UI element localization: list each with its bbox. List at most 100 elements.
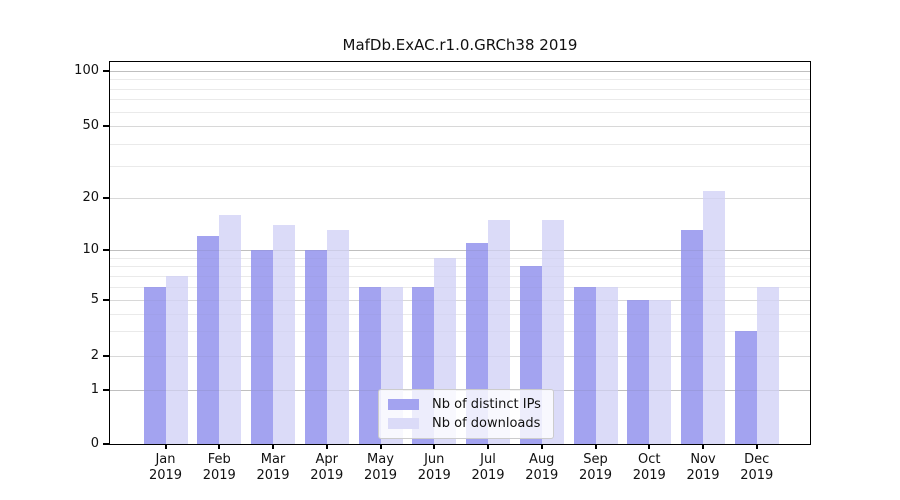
major-gridline-5 [110, 300, 810, 301]
bar-distinct-ips-apr [304, 250, 327, 444]
x-axis-tick-label-may: May 2019 [351, 452, 411, 484]
minor-gridline-70 [110, 99, 810, 101]
minor-gridline-80 [110, 88, 810, 90]
x-label-month: Jun [424, 452, 445, 467]
x-label-month: May [367, 452, 394, 467]
x-label-year: 2019 [310, 468, 344, 483]
x-label-year: 2019 [578, 468, 613, 483]
bar-downloads-jan [165, 275, 188, 444]
bar-distinct-ips-feb [197, 236, 220, 444]
minor-gridline-overlay-60 [110, 112, 810, 113]
x-axis-tick-label-feb: Feb 2019 [189, 452, 249, 484]
minor-gridline-overlay-30 [110, 166, 810, 167]
y-axis-tick-label-2: 2 [90, 348, 99, 363]
y-axis-tick-label-50: 50 [82, 118, 99, 133]
bar-downloads-oct [649, 300, 672, 444]
bar-distinct-ips-mar [251, 250, 273, 444]
y-tick-mark-5 [103, 299, 109, 301]
x-label-month: Oct [638, 452, 661, 467]
minor-gridline-overlay-8 [110, 266, 810, 267]
legend-label-downloads: Nb of downloads [432, 416, 541, 431]
minor-gridline-30 [110, 166, 810, 168]
x-label-year: 2019 [417, 468, 451, 483]
major-gridline-50 [110, 126, 810, 127]
y-axis-tick-label-5: 5 [90, 292, 99, 307]
minor-gridline-overlay-7 [110, 276, 810, 277]
bar-distinct-ips-nov [681, 230, 703, 444]
x-tick-mark-may [379, 444, 382, 449]
x-tick-mark-feb [218, 444, 221, 449]
x-tick-mark-apr [325, 444, 328, 449]
major-gridline-overlay-10 [110, 250, 810, 251]
major-gridline-100 [110, 71, 810, 72]
x-axis-tick-label-oct: Oct 2019 [619, 452, 679, 484]
x-axis-tick-label-nov: Nov 2019 [673, 452, 733, 484]
major-gridline-10 [110, 250, 810, 251]
bar-downloads-nov [703, 190, 725, 444]
x-axis-tick-label-jan: Jan 2019 [136, 452, 196, 484]
x-tick-mark-jan [164, 444, 167, 449]
x-label-month: Feb [207, 452, 231, 467]
plot-area: Nb of distinct IPs Nb of downloads [109, 61, 811, 445]
bar-downloads-sep [595, 286, 618, 444]
bar-distinct-ips-dec [734, 331, 757, 444]
y-tick-mark-100 [103, 70, 109, 72]
x-label-year: 2019 [363, 468, 398, 483]
x-label-year: 2019 [202, 468, 236, 483]
chart-title: MafDb.ExAC.r1.0.GRCh38 2019 [342, 36, 578, 54]
major-gridline-overlay-50 [110, 126, 810, 127]
bar-distinct-ips-jan [143, 286, 166, 444]
x-tick-mark-mar [272, 444, 274, 449]
y-tick-mark-2 [103, 355, 109, 357]
y-axis-tick-label-10: 10 [82, 242, 99, 257]
y-axis-tick-label-20: 20 [82, 190, 99, 205]
legend-item-distinct-ips: Nb of distinct IPs [388, 395, 541, 414]
minor-gridline-8 [110, 266, 810, 268]
minor-gridline-60 [110, 111, 810, 113]
major-gridline-overlay-20 [110, 198, 810, 199]
x-label-year: 2019 [148, 468, 183, 483]
major-gridline-2 [110, 356, 810, 357]
major-gridline-overlay-100 [110, 71, 810, 72]
x-label-year: 2019 [471, 468, 505, 483]
minor-gridline-overlay-70 [110, 99, 810, 100]
x-axis-tick-label-jul: Jul 2019 [458, 452, 518, 484]
x-tick-mark-nov [702, 444, 704, 449]
bar-downloads-apr [326, 230, 349, 444]
x-tick-mark-sep [594, 444, 597, 449]
x-label-year: 2019 [525, 468, 559, 483]
x-axis-tick-label-apr: Apr 2019 [297, 452, 357, 484]
x-label-year: 2019 [632, 468, 666, 483]
x-label-month: Jan [155, 452, 176, 467]
x-label-year: 2019 [740, 468, 774, 483]
x-label-month: Nov [690, 452, 716, 467]
x-tick-mark-jun [433, 444, 436, 449]
bar-distinct-ips-may [358, 286, 381, 444]
major-gridline-20 [110, 198, 810, 199]
legend: Nb of distinct IPs Nb of downloads [378, 389, 554, 439]
legend-swatch-downloads [388, 418, 419, 429]
minor-gridline-9 [110, 257, 810, 259]
legend-item-downloads: Nb of downloads [388, 414, 541, 433]
minor-gridline-4 [110, 313, 810, 315]
minor-gridline-40 [110, 143, 810, 145]
x-label-month: Aug [529, 452, 555, 467]
legend-label-distinct-ips: Nb of distinct IPs [432, 397, 541, 412]
minor-gridline-overlay-9 [110, 258, 810, 259]
y-axis-tick-label-1: 1 [90, 382, 99, 397]
x-axis-tick-label-dec: Dec 2019 [727, 452, 787, 484]
legend-swatch-distinct-ips [388, 399, 419, 410]
y-tick-mark-1 [103, 389, 109, 391]
bar-distinct-ips-oct [627, 300, 650, 444]
gridlines-overlay-layer [110, 62, 810, 444]
x-label-month: Sep [583, 452, 608, 467]
minor-gridline-overlay-3 [110, 331, 810, 332]
x-label-year: 2019 [686, 468, 720, 483]
major-gridline-overlay-5 [110, 300, 810, 301]
minor-gridline-overlay-6 [110, 287, 810, 288]
minor-gridline-90 [110, 79, 810, 81]
y-tick-mark-20 [103, 197, 109, 199]
y-axis-tick-label-0: 0 [90, 436, 99, 451]
minor-gridline-6 [110, 286, 810, 288]
